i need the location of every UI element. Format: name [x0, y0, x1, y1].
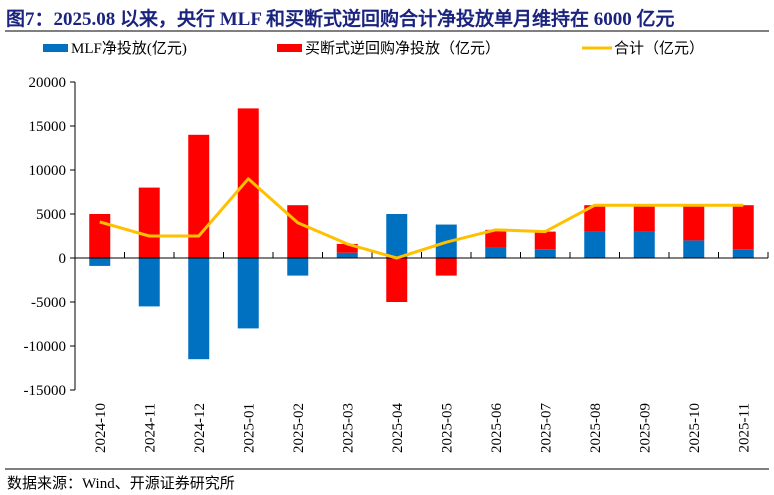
y-tick-label: -10000: [24, 339, 67, 355]
x-tick-label: 2024-11: [142, 403, 158, 452]
mlf-bar: [336, 252, 358, 258]
reverse-repo-bar: [683, 205, 705, 241]
x-tick-label: 2024-12: [192, 403, 208, 453]
reverse-repo-bar: [287, 205, 309, 258]
legend-label: 合计（亿元）: [614, 40, 704, 57]
y-tick-label: -5000: [31, 295, 66, 311]
source-note: 数据来源：Wind、开源证券研究所: [7, 476, 235, 492]
mlf-bar: [89, 258, 111, 266]
x-tick-label: 2025-01: [241, 403, 257, 453]
legend-swatch: [277, 44, 302, 52]
x-tick-label: 2025-07: [538, 403, 554, 453]
mlf-bar: [485, 247, 507, 258]
reverse-repo-bar: [188, 134, 210, 258]
y-tick-label: -15000: [24, 383, 67, 399]
legend-label: MLF净投放(亿元): [71, 40, 187, 57]
mlf-bar: [386, 214, 408, 258]
mlf-bar: [534, 249, 556, 258]
reverse-repo-bar: [435, 258, 457, 276]
x-tick-label: 2025-08: [588, 403, 604, 453]
mlf-bar: [732, 249, 754, 258]
x-tick-label: 2025-06: [489, 403, 505, 453]
reverse-repo-bar: [336, 243, 358, 253]
x-tick-label: 2025-09: [637, 403, 653, 453]
x-tick-label: 2025-10: [687, 403, 703, 453]
reverse-repo-bar: [534, 231, 556, 250]
mlf-bar: [287, 258, 309, 276]
reverse-repo-bar: [386, 258, 408, 302]
y-tick-label: 10000: [29, 163, 67, 179]
reverse-repo-bar: [584, 205, 606, 232]
mlf-bar: [188, 258, 210, 360]
mlf-bar: [584, 231, 606, 258]
y-tick-label: 20000: [29, 75, 67, 91]
x-tick-label: 2025-03: [340, 403, 356, 453]
mlf-bar: [237, 258, 259, 329]
x-tick-label: 2025-11: [736, 403, 752, 452]
y-tick-label: 15000: [29, 119, 67, 135]
chart-title: 图7：2025.08 以来，央行 MLF 和买断式逆回购合计净投放单月维持在 6…: [6, 9, 675, 30]
legend-label: 买断式逆回购净投放（亿元）: [305, 40, 500, 57]
x-tick-label: 2025-05: [439, 403, 455, 453]
title-divider: [5, 30, 769, 32]
x-tick-label: 2024-10: [93, 403, 109, 453]
mlf-bar: [633, 231, 655, 258]
x-tick-label: 2025-02: [291, 403, 307, 453]
x-tick-label: 2025-04: [390, 403, 406, 453]
source-divider: [5, 468, 769, 470]
mlf-bar: [138, 258, 160, 307]
reverse-repo-bar: [138, 187, 160, 258]
y-tick-label: 0: [59, 251, 67, 267]
mlf-bar: [683, 240, 705, 258]
reverse-repo-bar: [237, 108, 259, 259]
y-tick-label: 5000: [36, 207, 66, 223]
total-line: [99, 177, 744, 260]
reverse-repo-bar: [633, 205, 655, 232]
reverse-repo-bar: [89, 214, 111, 258]
reverse-repo-bar: [732, 205, 754, 250]
legend-swatch: [43, 44, 68, 52]
reverse-repo-bar: [485, 229, 507, 248]
